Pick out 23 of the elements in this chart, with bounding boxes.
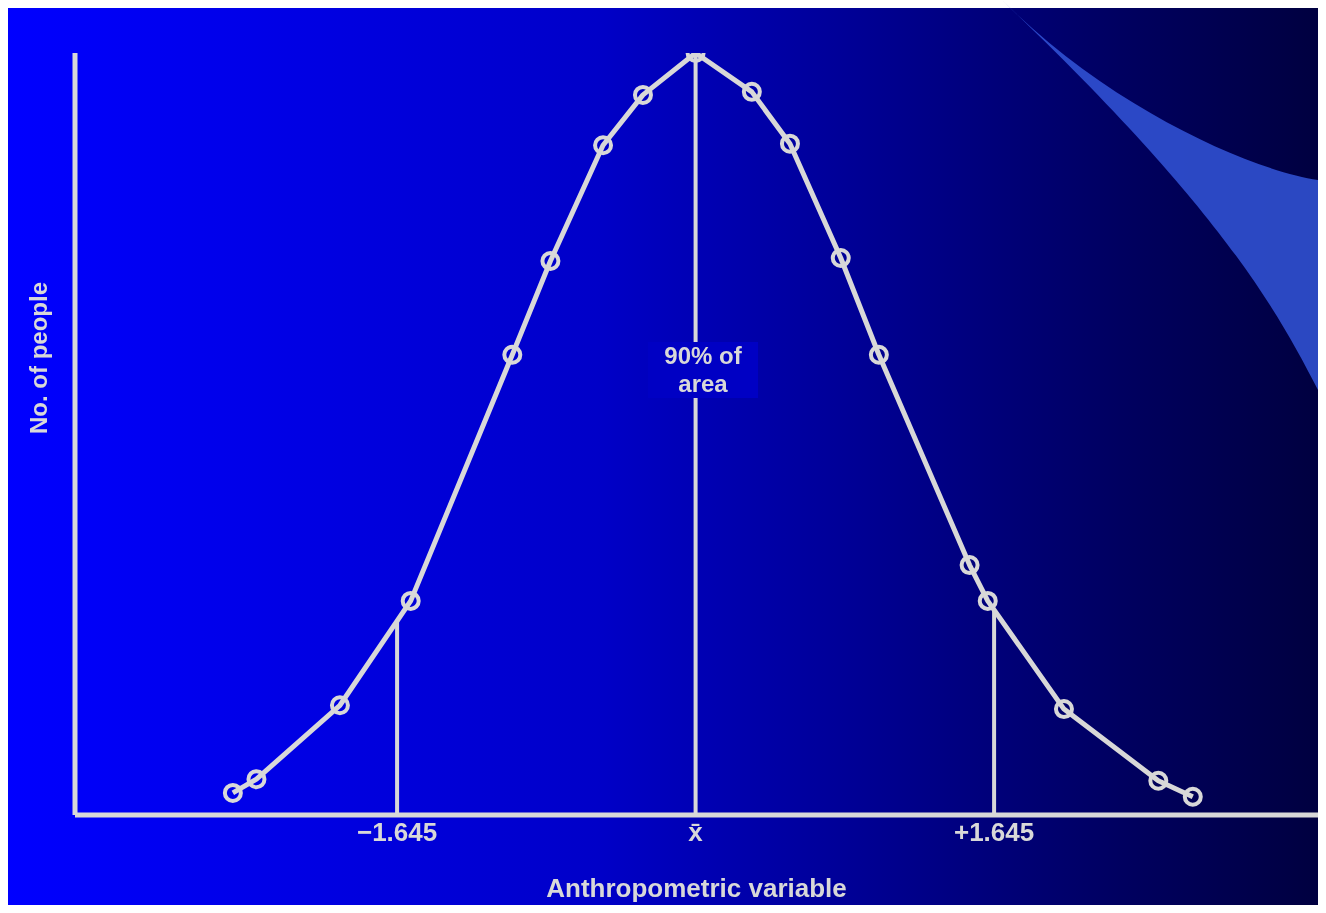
x-tick-label: +1.645 xyxy=(953,817,1035,848)
point xyxy=(1182,786,1203,807)
point xyxy=(1053,699,1074,720)
point xyxy=(222,782,243,803)
point xyxy=(502,344,523,365)
point xyxy=(779,133,800,154)
point xyxy=(329,695,350,716)
point xyxy=(540,251,561,272)
point xyxy=(400,590,421,611)
annotation: 90% of area xyxy=(648,342,758,398)
point xyxy=(830,247,851,268)
x-axis-title: Anthropometric variable xyxy=(546,873,847,903)
point xyxy=(977,590,998,611)
x-tick-label: x̄ xyxy=(688,817,704,848)
point xyxy=(632,84,653,105)
point xyxy=(868,344,889,365)
point xyxy=(593,135,614,156)
point xyxy=(246,769,267,790)
point xyxy=(1148,770,1169,791)
point xyxy=(959,555,980,576)
y-axis-title: No. of people xyxy=(24,282,52,434)
x-tick-label: −1.645 xyxy=(356,817,438,848)
point xyxy=(741,81,762,102)
